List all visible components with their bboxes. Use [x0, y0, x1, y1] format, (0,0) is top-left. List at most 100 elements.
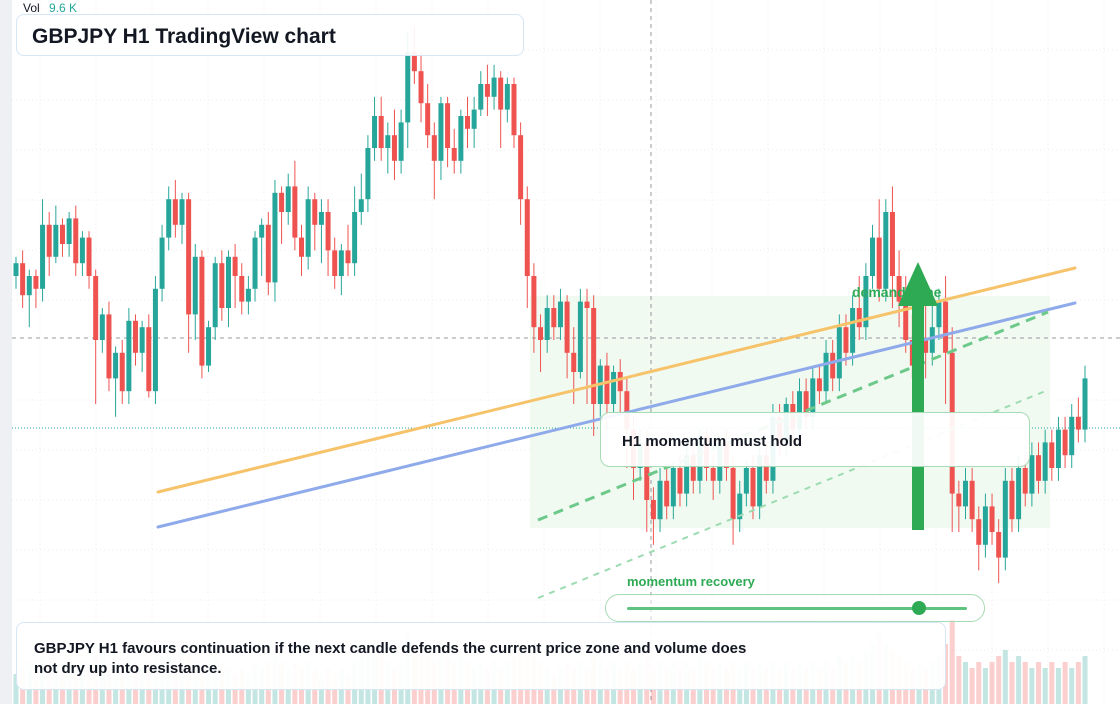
candle-body [491, 77, 497, 97]
candle-body [159, 237, 165, 289]
volume-bar [1029, 668, 1035, 704]
candle-body [66, 218, 72, 244]
candle-body [956, 493, 962, 507]
candle-body [936, 301, 942, 328]
candle-body [352, 212, 358, 264]
candle-body [245, 288, 251, 302]
candle-body [557, 301, 563, 328]
volume-bar [982, 668, 988, 704]
candle-body [650, 500, 656, 520]
candle-body [1029, 455, 1035, 494]
callout-text: H1 momentum must hold [622, 433, 803, 450]
candle-body [1062, 429, 1068, 456]
candle-body [989, 506, 995, 532]
candle-body [478, 84, 484, 110]
candle-body [186, 199, 192, 315]
candle-body [969, 480, 975, 520]
volume-bar [1062, 662, 1068, 704]
candle-body [312, 199, 318, 225]
candle-body [86, 237, 92, 276]
candle-body [591, 308, 597, 404]
candle-body [823, 352, 829, 392]
candle-body [571, 352, 577, 372]
candle-body [219, 263, 225, 308]
candle-body [1002, 480, 1008, 558]
candle-body [976, 519, 982, 545]
candle-body [93, 276, 99, 340]
momentum-recovery-label: momentum recovery [627, 574, 755, 589]
signal-arrow-head [898, 262, 938, 306]
volume-bar [962, 662, 968, 704]
candle-body [684, 455, 690, 494]
candle-body [730, 468, 736, 520]
candle-body [943, 301, 949, 353]
candle-body [1016, 468, 1022, 520]
volume-bar [956, 656, 962, 704]
candle-body [206, 327, 212, 366]
candle-body [33, 276, 39, 289]
left-edge-strip [0, 0, 12, 704]
candle-body [398, 122, 404, 161]
candle-body [830, 352, 836, 379]
candle-body [345, 250, 351, 264]
volume-value: 9.6 K [49, 1, 78, 15]
candle-body [870, 237, 876, 276]
candle-body [179, 199, 185, 225]
title-card: GBPJPY H1 TradingView chart [16, 14, 524, 56]
chart-title: GBPJPY H1 TradingView chart [32, 25, 336, 48]
candle-body [212, 263, 218, 328]
candle-body [1009, 480, 1015, 520]
candle-body [365, 148, 371, 200]
momentum-recovery-slider[interactable] [605, 594, 985, 622]
candle-body [584, 301, 590, 308]
candle-body [332, 250, 338, 276]
volume-bar [1009, 662, 1015, 704]
candle-body [551, 308, 557, 328]
candle-body [405, 52, 411, 123]
candle-body [372, 116, 378, 148]
candle-body [710, 468, 716, 481]
volume-bar [969, 668, 975, 704]
candle-body [896, 276, 902, 302]
candle-body [604, 365, 610, 404]
candle-body [657, 480, 663, 520]
volume-bar [1036, 662, 1042, 704]
candle-body [750, 468, 756, 507]
candle-body [40, 224, 46, 289]
candle-body [996, 532, 1002, 558]
candle-body [1082, 378, 1088, 430]
candle-body [465, 116, 471, 129]
analysis-note: GBPJPY H1 favours continuation if the ne… [34, 640, 747, 677]
candle-body [272, 192, 278, 283]
volume-label: Vol [23, 1, 40, 15]
candle-body [199, 256, 205, 366]
candle-body [259, 224, 265, 238]
momentum-knob[interactable] [912, 601, 927, 615]
candle-body [279, 192, 285, 212]
volume-bar [1055, 668, 1061, 704]
candle-body [883, 212, 889, 289]
candle-body [1055, 429, 1061, 468]
candle-body [843, 327, 849, 353]
candle-body [690, 455, 696, 481]
candle-body [299, 237, 305, 257]
candle-body [285, 186, 291, 212]
candle-body [982, 506, 988, 545]
candle-body [1022, 468, 1028, 494]
candle-body [458, 116, 464, 161]
candle-body [305, 199, 311, 257]
candle-body [133, 320, 139, 353]
candle-body [531, 276, 537, 328]
candle-body [265, 224, 271, 283]
candle-body [431, 135, 437, 161]
candle-body [923, 340, 929, 353]
candle-body [518, 135, 524, 200]
candle-body [524, 199, 530, 276]
volume-legend: Vol 9.6 K [23, 1, 77, 15]
candle-body [617, 372, 623, 392]
candle-body [810, 378, 816, 417]
candle-body [438, 103, 444, 161]
volume-bar [1049, 662, 1055, 704]
candle-body [119, 352, 125, 392]
candle-body [139, 327, 145, 353]
